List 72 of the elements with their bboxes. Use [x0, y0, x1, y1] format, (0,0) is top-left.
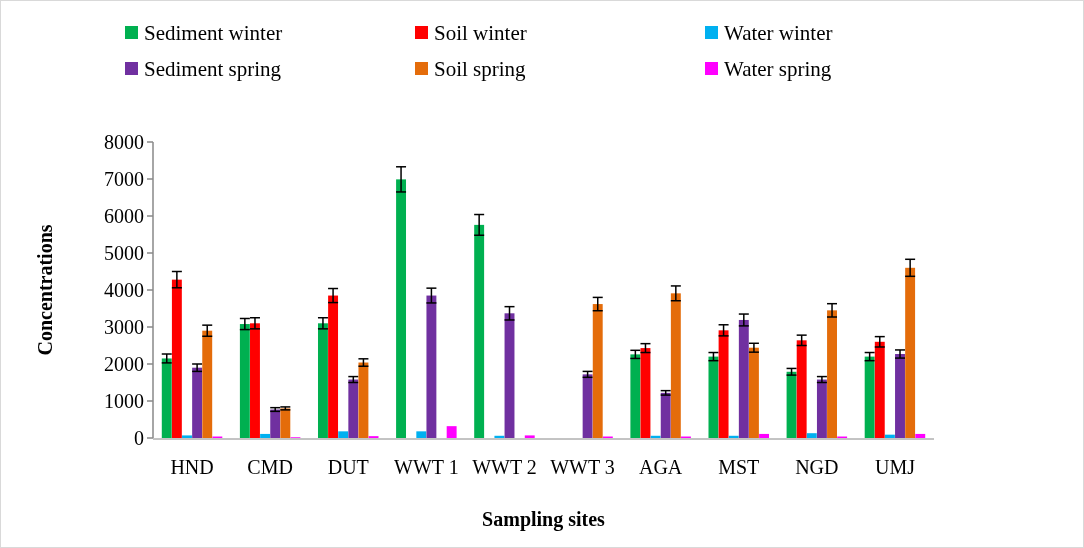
- bar: [650, 435, 661, 438]
- bar: [738, 319, 749, 438]
- bar: [202, 330, 213, 438]
- y-axis-title: Concentrations: [34, 224, 56, 356]
- bar: [806, 433, 817, 438]
- x-tick-label: WWT 1: [394, 456, 459, 478]
- y-tick-label: 6000: [104, 205, 144, 227]
- bar: [338, 431, 349, 438]
- bar: [874, 341, 885, 438]
- bar: [895, 354, 905, 438]
- bar: [708, 356, 719, 438]
- x-tick-label: MST: [718, 456, 760, 478]
- bar: [660, 392, 671, 438]
- bar: [494, 435, 505, 438]
- bar: [759, 433, 770, 438]
- x-tick-label: NGD: [795, 456, 839, 478]
- legend-label: Water winter: [724, 21, 833, 46]
- bar: [280, 408, 291, 438]
- bar: [786, 371, 797, 438]
- bar: [748, 347, 759, 438]
- bar: [250, 323, 260, 438]
- bar: [171, 279, 182, 438]
- x-axis-title: Sampling sites: [482, 508, 606, 531]
- bar: [192, 367, 203, 438]
- y-tick-label: 5000: [104, 242, 144, 264]
- x-tick-label: WWT 3: [550, 456, 615, 478]
- legend-label: Soil spring: [434, 57, 527, 82]
- x-tick-label: DUT: [327, 456, 369, 478]
- legend-label: Sediment spring: [144, 57, 282, 82]
- bar: [270, 409, 281, 438]
- legend-label: Sediment winter: [144, 21, 283, 46]
- legend-label: Water spring: [724, 57, 832, 82]
- bar: [630, 354, 641, 438]
- bar: [582, 374, 593, 438]
- x-tick-label: AGA: [638, 456, 683, 478]
- x-tick-label: UMJ: [874, 456, 916, 478]
- x-tick-label: CMD: [247, 456, 293, 478]
- y-tick-label: 1000: [104, 390, 144, 412]
- y-tick-label: 3000: [104, 316, 144, 338]
- bar: [816, 379, 827, 438]
- y-tick-label: 8000: [104, 131, 144, 153]
- bar: [317, 323, 328, 438]
- bar: [182, 435, 192, 438]
- x-tick-label: HND: [170, 456, 214, 478]
- bar: [260, 433, 271, 438]
- bar: [474, 224, 485, 438]
- bar: [728, 435, 739, 438]
- bar: [864, 356, 875, 438]
- bar: [524, 435, 535, 438]
- bar: [670, 293, 681, 438]
- bar: [915, 433, 926, 438]
- bar: [884, 434, 895, 438]
- x-tick-label: WWT 2: [472, 456, 537, 478]
- bar: [239, 324, 250, 438]
- bar: [161, 358, 172, 438]
- bar: [796, 340, 807, 438]
- bar: [446, 426, 457, 438]
- legend-label: Soil winter: [434, 21, 527, 46]
- y-tick-label: 0: [134, 427, 144, 449]
- bar: [328, 295, 339, 438]
- bar: [358, 362, 369, 438]
- y-tick-label: 4000: [104, 279, 144, 301]
- bar: [396, 179, 407, 438]
- bar: [905, 267, 916, 438]
- bar: [718, 330, 729, 438]
- bar: [827, 310, 837, 438]
- y-tick-label: 2000: [104, 353, 144, 375]
- bar: [416, 431, 427, 438]
- bar: [348, 379, 359, 438]
- bar: [426, 295, 437, 438]
- bar: [592, 304, 603, 438]
- y-tick-label: 7000: [104, 168, 144, 190]
